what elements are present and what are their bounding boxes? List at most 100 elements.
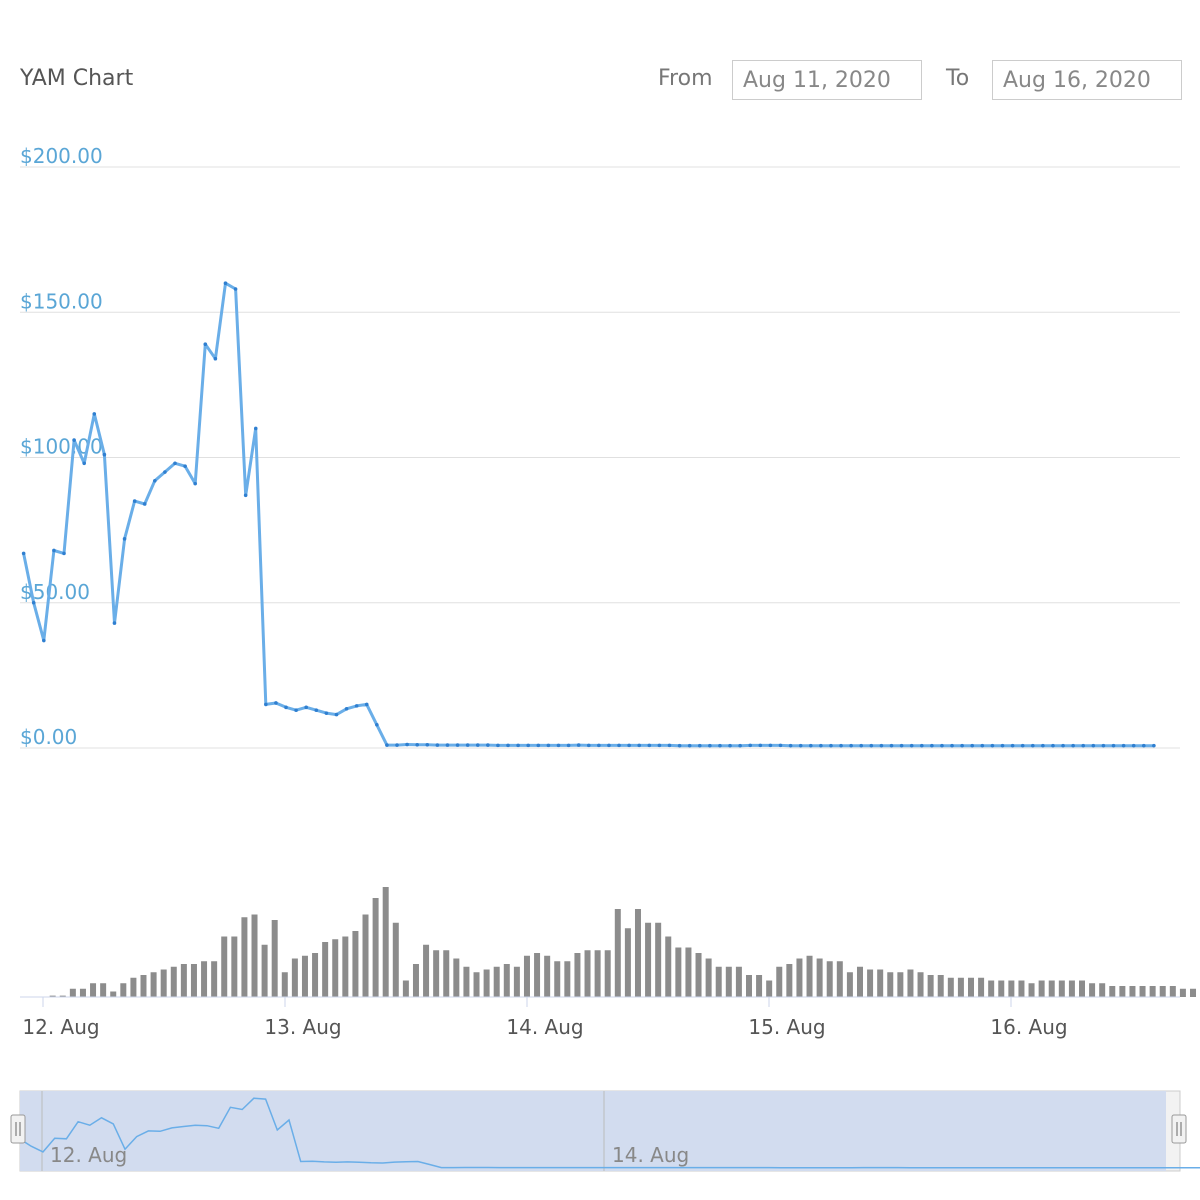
price-point xyxy=(42,638,46,643)
price-point xyxy=(112,621,117,625)
price-point xyxy=(193,481,197,486)
navigator[interactable]: 12. Aug 14. Aug xyxy=(10,1090,1200,1172)
volume-bar xyxy=(1169,986,1176,997)
y-tick-label: $200.00 xyxy=(20,144,103,168)
volume-bar xyxy=(796,958,803,997)
chart-title: YAM Chart xyxy=(20,66,134,91)
price-point xyxy=(375,722,379,727)
price-point xyxy=(627,743,631,748)
price-point xyxy=(808,743,813,748)
volume-bar xyxy=(1190,988,1197,997)
volume-bar xyxy=(614,909,621,997)
volume-bar xyxy=(110,991,117,997)
grid-lines xyxy=(20,166,1180,749)
price-point xyxy=(697,743,702,748)
navigator-selection[interactable] xyxy=(20,1091,1166,1171)
price-point xyxy=(597,743,601,748)
price-point xyxy=(274,701,278,705)
volume-bar xyxy=(745,975,752,997)
price-point xyxy=(1141,743,1146,748)
volume-bar xyxy=(725,966,732,997)
navigator-right-handle[interactable] xyxy=(1171,1114,1187,1144)
x-tick-label: 14. Aug xyxy=(506,1015,583,1039)
price-point xyxy=(31,600,36,605)
price-point xyxy=(183,464,187,469)
volume-bar xyxy=(241,917,248,997)
volume-bar xyxy=(715,966,722,997)
x-tick-label: 13. Aug xyxy=(264,1015,341,1039)
volume-bar xyxy=(160,969,167,997)
price-point xyxy=(445,743,450,747)
price-point xyxy=(788,743,793,748)
volume-bar xyxy=(382,887,389,997)
price-point xyxy=(879,743,884,748)
volume-bar xyxy=(433,950,440,997)
volume-bar xyxy=(281,972,288,997)
x-axis-ticks: 12. Aug 13. Aug 14. Aug 15. Aug 16. Aug xyxy=(22,997,1068,1039)
to-date-input[interactable] xyxy=(992,60,1182,100)
volume-bar xyxy=(1099,983,1106,997)
navigator-line xyxy=(19,1097,1200,1169)
price-point xyxy=(314,708,319,713)
price-point xyxy=(1071,743,1075,748)
volume-bar xyxy=(705,958,712,997)
volume-bar xyxy=(867,969,874,997)
price-point xyxy=(829,743,833,748)
price-point xyxy=(304,705,308,710)
price-point xyxy=(849,743,853,748)
price-point xyxy=(778,743,783,748)
volume-bar xyxy=(342,936,349,997)
from-date-input[interactable] xyxy=(732,60,922,100)
price-point xyxy=(1000,743,1005,748)
price-point xyxy=(486,743,490,747)
volume-bar xyxy=(907,969,914,997)
price-point xyxy=(385,743,389,747)
volume-bar xyxy=(1179,988,1186,997)
y-axis-labels: $0.00$50.00$100.00$150.00$200.00 xyxy=(20,144,103,749)
volume-bar xyxy=(190,964,197,997)
volume-bar xyxy=(806,955,813,997)
price-point xyxy=(607,743,611,748)
price-point xyxy=(930,743,934,748)
price-point xyxy=(233,287,238,291)
from-label: From xyxy=(658,66,713,91)
price-point xyxy=(728,743,732,748)
volume-bar xyxy=(423,944,430,997)
volume-bar xyxy=(816,958,823,997)
price-point xyxy=(1081,743,1086,748)
price-point xyxy=(758,743,763,748)
price-point xyxy=(223,281,228,286)
price-point xyxy=(344,706,349,711)
volume-bar xyxy=(1139,986,1146,997)
price-point xyxy=(243,493,248,498)
price-point xyxy=(1101,743,1106,748)
volume-bar xyxy=(836,961,843,997)
navigator-left-handle[interactable] xyxy=(10,1114,26,1144)
price-point xyxy=(435,743,440,747)
price-point xyxy=(102,452,107,457)
volume-bar xyxy=(1048,980,1055,997)
volume-bar xyxy=(937,975,944,997)
price-point xyxy=(576,743,581,747)
price-point xyxy=(153,478,157,483)
volume-bar xyxy=(645,922,652,997)
price-point xyxy=(687,743,692,748)
volume-bar xyxy=(1079,980,1086,997)
navigator-labels: 12. Aug 14. Aug xyxy=(50,1143,689,1167)
volume-bar xyxy=(594,950,601,997)
volume-bar xyxy=(322,942,329,997)
price-point xyxy=(990,743,995,748)
price-point xyxy=(718,743,722,748)
price-point xyxy=(819,743,823,748)
price-point xyxy=(354,704,359,708)
volume-bar xyxy=(483,969,490,997)
price-point xyxy=(475,743,480,747)
price-point xyxy=(405,742,409,747)
price-point xyxy=(324,711,329,715)
price-point xyxy=(526,743,531,748)
x-tick-label: 15. Aug xyxy=(748,1015,825,1039)
price-point xyxy=(677,743,682,748)
volume-bar xyxy=(180,964,187,997)
price-point xyxy=(455,743,460,747)
price-point xyxy=(364,702,369,707)
